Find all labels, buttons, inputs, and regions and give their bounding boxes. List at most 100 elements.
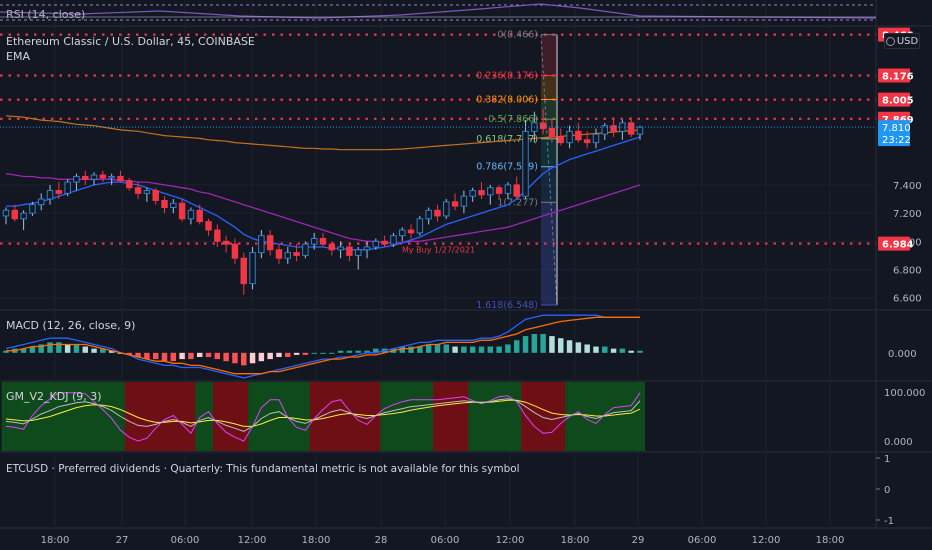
kdj-zone-bg — [36, 382, 47, 451]
macd-histogram-bar — [549, 336, 555, 353]
fib-level-label: 0.618(7.727) — [476, 134, 538, 145]
candle-body — [29, 204, 36, 214]
candle-body — [443, 201, 450, 217]
candle-body — [363, 246, 371, 251]
macd-histogram-bar — [619, 348, 626, 353]
candle-body — [37, 198, 45, 206]
macd-histogram-bar — [179, 352, 185, 360]
kdj-zone-bg — [459, 382, 469, 451]
ema-indicator-title[interactable]: EMA — [6, 50, 30, 63]
macd-histogram-bar — [452, 346, 458, 353]
kdj-zone-bg — [485, 382, 496, 451]
macd-histogram-bar — [531, 334, 538, 353]
time-axis-label: 06:00 — [688, 535, 717, 546]
kdj-zone-bg — [529, 382, 540, 451]
candle-body — [548, 128, 556, 138]
candle-body — [425, 209, 432, 220]
candle-body — [407, 229, 415, 234]
kdj-zone-bg — [80, 382, 91, 451]
candle-body — [636, 126, 644, 135]
kdj-zone-bg — [362, 382, 373, 451]
fib-level-label: 0.236(8.176) — [476, 71, 538, 82]
candle-body — [592, 133, 600, 144]
macd-histogram-bar — [249, 352, 256, 364]
kdj-zone-bg — [230, 382, 240, 451]
macd-histogram-bar — [558, 338, 564, 353]
candle-body — [170, 202, 177, 208]
symbol-title[interactable]: Ethereum Classic / U.S. Dollar, 45, COIN… — [6, 35, 255, 48]
kdj-tick-label: 0.000 — [884, 437, 913, 448]
fund-tick-label: 1 — [884, 454, 890, 465]
macd-histogram-bar — [320, 352, 326, 354]
macd-histogram-bar — [311, 352, 317, 354]
candle-body — [143, 190, 151, 194]
macd-histogram-bar — [566, 340, 573, 353]
time-axis-label: 18:00 — [816, 535, 845, 546]
candle-body — [610, 125, 617, 132]
candle-body — [108, 175, 115, 179]
candle-body — [319, 238, 327, 245]
macd-histogram-bar — [355, 350, 361, 353]
currency-button[interactable]: USD — [884, 33, 920, 49]
kdj-zone-bg — [503, 382, 513, 451]
fundamental-pane-title[interactable]: ETCUSD · Preferred dividends · Quarterly… — [6, 463, 520, 475]
candle-body — [64, 181, 71, 194]
kdj-zone-bg — [283, 382, 293, 451]
buy-annotation: My Buy 1/27/2021 — [402, 245, 475, 254]
fund-tick-label: 0 — [884, 485, 890, 496]
rsi-pane-title[interactable]: RSI (14, close) — [6, 8, 86, 21]
candle-body — [258, 235, 265, 254]
macd-histogram-bar — [29, 346, 36, 353]
currency-icon — [885, 36, 895, 46]
kdj-zone-bg — [107, 382, 117, 451]
kdj-zone-bg — [239, 382, 249, 451]
macd-histogram-bar — [196, 352, 203, 357]
candle-body — [469, 190, 476, 197]
kdj-zone-bg — [635, 382, 646, 451]
macd-histogram-bar — [223, 352, 229, 362]
candle-body — [126, 180, 133, 189]
kdj-zone-bg — [345, 382, 355, 451]
macd-histogram-bar — [346, 350, 353, 353]
price-tick-label: 6.800 — [893, 266, 922, 277]
candle-body — [310, 238, 318, 245]
kdj-pane-title[interactable]: GM_V2_KDJ (9, 3) — [6, 390, 102, 403]
kdj-zone-bg — [371, 382, 381, 451]
macd-histogram-bar — [20, 348, 27, 353]
candle-body — [293, 252, 300, 256]
fib-level-label: 1.618(6.548) — [476, 300, 538, 311]
macd-histogram-bar — [610, 348, 617, 353]
macd-histogram-bar — [487, 346, 494, 353]
macd-histogram-bar — [329, 352, 335, 354]
kdj-zone-bg — [556, 382, 566, 451]
kdj-zone-bg — [195, 382, 205, 451]
candle-body — [266, 235, 274, 251]
candle-body — [11, 209, 19, 220]
macd-histogram-bar — [47, 342, 53, 353]
macd-histogram-bar — [126, 352, 133, 355]
candle-body — [275, 249, 283, 259]
candle-body — [416, 218, 424, 234]
kdj-zone-bg — [450, 382, 461, 451]
kdj-zone-bg — [406, 382, 417, 451]
kdj-zone-bg — [151, 382, 161, 451]
candle-body — [240, 257, 247, 285]
currency-label: USD — [896, 35, 919, 47]
candle-body — [73, 175, 80, 183]
fund-tick-label: -1 — [884, 516, 894, 527]
macd-histogram-bar — [214, 352, 221, 360]
macd-histogram-bar — [205, 352, 212, 357]
macd-histogram-bar — [628, 350, 634, 353]
fib-zone — [541, 166, 557, 203]
kdj-zone-bg — [609, 382, 619, 451]
macd-histogram-bar — [302, 352, 309, 355]
candle-body — [55, 190, 63, 194]
candle-body — [504, 184, 512, 194]
macd-histogram-bar — [108, 350, 115, 353]
candle-body — [381, 240, 388, 245]
kdj-zone-bg — [54, 382, 64, 451]
macd-pane-title[interactable]: MACD (12, 26, close, 9) — [6, 319, 136, 332]
fib-level-label: 0.382(8.006) — [476, 94, 538, 105]
kdj-zone-bg — [318, 382, 329, 451]
